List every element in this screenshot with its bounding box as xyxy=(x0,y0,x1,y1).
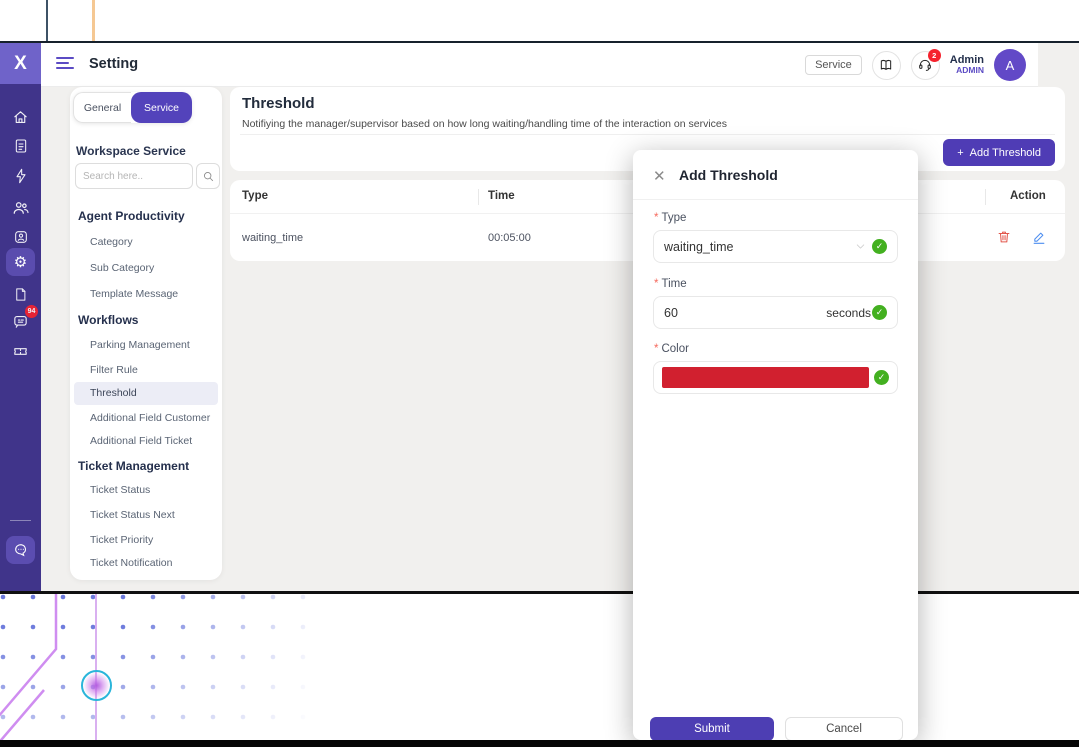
decorative-vertical-line xyxy=(95,594,97,740)
file-icon[interactable] xyxy=(0,282,41,306)
search-icon xyxy=(203,171,213,181)
close-icon[interactable]: ✕ xyxy=(653,168,666,185)
chat-badge: 94 xyxy=(25,305,38,318)
nav-item-ticket-status-next[interactable]: Ticket Status Next xyxy=(90,509,175,521)
knowledge-book-icon[interactable] xyxy=(871,50,901,80)
bottom-black-rule xyxy=(0,740,1079,747)
nav-item-threshold-highlight xyxy=(74,382,218,405)
nav-item-filter-rule[interactable]: Filter Rule xyxy=(90,364,138,376)
valid-check-icon: ✓ xyxy=(872,239,887,254)
nav-item-ticket-notification[interactable]: Ticket Notification xyxy=(90,557,173,569)
decorative-line-orange xyxy=(92,0,95,41)
content-title: Threshold xyxy=(242,95,315,112)
column-action: Action xyxy=(1010,190,1046,202)
brand-logo-icon[interactable]: X xyxy=(0,43,41,84)
nav-item-additional-field-customer[interactable]: Additional Field Customer xyxy=(90,412,211,424)
modal-title: Add Threshold xyxy=(679,167,778,183)
user-role: ADMIN xyxy=(956,65,984,76)
tab-general[interactable]: General xyxy=(73,92,131,123)
type-select-value: waiting_time xyxy=(664,239,734,254)
decorative-cyan-circle xyxy=(81,670,112,701)
header-divider xyxy=(240,134,1055,135)
settings-nav-panel: General Service Workspace Service Agent … xyxy=(70,87,222,580)
nav-item-threshold[interactable]: Threshold xyxy=(90,387,137,399)
topbar: Setting Service 2 Admin ADMIN A xyxy=(41,43,1038,87)
required-asterisk: * xyxy=(654,278,659,290)
search-input[interactable] xyxy=(75,163,193,189)
color-picker-field[interactable]: ✓ xyxy=(653,361,898,394)
ticket-icon[interactable] xyxy=(0,339,41,363)
gear-icon: ⚙ xyxy=(13,254,28,271)
plus-icon: + xyxy=(957,146,964,159)
contact-card-icon[interactable] xyxy=(0,225,41,249)
settings-gear-icon-active[interactable]: ⚙ xyxy=(6,248,35,276)
color-field-label: * Color xyxy=(654,343,689,355)
rail-divider xyxy=(10,520,31,521)
tab-service[interactable]: Service xyxy=(131,92,192,123)
nav-item-ticket-status[interactable]: Ticket Status xyxy=(90,484,151,496)
users-icon[interactable] xyxy=(0,196,41,220)
nav-item-additional-field-ticket[interactable]: Additional Field Ticket xyxy=(90,435,193,447)
nav-item-parking-management[interactable]: Parking Management xyxy=(90,339,190,351)
nav-section-ticket-management: Ticket Management xyxy=(78,459,190,473)
user-name-block: Admin ADMIN xyxy=(950,54,984,75)
nav-item-ticket-priority[interactable]: Ticket Priority xyxy=(90,534,154,546)
edit-icon[interactable] xyxy=(1030,228,1048,246)
report-document-icon[interactable] xyxy=(0,134,41,158)
general-service-toggle: General Service xyxy=(73,92,192,123)
decorative-purple-lines xyxy=(0,594,58,740)
time-field-label: * Time xyxy=(654,278,687,290)
search-button[interactable] xyxy=(196,163,220,189)
chevron-down-icon xyxy=(854,240,867,253)
required-asterisk: * xyxy=(654,212,659,224)
time-input[interactable] xyxy=(664,305,814,320)
page-title: Setting xyxy=(89,56,139,72)
home-icon[interactable] xyxy=(0,105,41,129)
cancel-button[interactable]: Cancel xyxy=(784,717,903,741)
type-select[interactable]: waiting_time ✓ xyxy=(653,230,898,263)
service-chip-button[interactable]: Service xyxy=(805,55,862,75)
nav-item-template-message[interactable]: Template Message xyxy=(90,288,179,300)
modal-divider xyxy=(633,199,918,200)
valid-check-icon: ✓ xyxy=(872,305,887,320)
valid-check-icon: ✓ xyxy=(874,370,889,385)
cell-type: waiting_time xyxy=(242,232,304,244)
column-separator xyxy=(478,189,479,205)
nav-item-category[interactable]: Category xyxy=(90,236,133,248)
decorative-line-navy xyxy=(46,0,48,41)
sidebar-icon-rail: ⚙ 94 xyxy=(0,84,41,591)
chat-message-icon[interactable]: 94 xyxy=(0,305,41,333)
column-time: Time xyxy=(488,190,515,202)
time-unit-suffix: seconds xyxy=(826,305,871,320)
add-threshold-button-label: Add Threshold xyxy=(969,146,1041,159)
column-type: Type xyxy=(242,190,268,202)
support-chat-bubble-icon[interactable] xyxy=(6,536,35,564)
avatar[interactable]: A xyxy=(994,49,1026,81)
nav-section-agent-productivity: Agent Productivity xyxy=(78,209,185,223)
nav-item-sub-category[interactable]: Sub Category xyxy=(90,262,155,274)
support-headset-icon[interactable]: 2 xyxy=(910,48,941,80)
add-threshold-modal: ✕ Add Threshold * Type waiting_time ✓ * Ti… xyxy=(633,150,918,741)
notification-badge: 2 xyxy=(927,48,941,62)
content-description: Notifiying the manager/supervisor based … xyxy=(242,118,728,130)
column-separator xyxy=(985,189,986,205)
delete-icon[interactable] xyxy=(995,228,1013,246)
submit-button[interactable]: Submit xyxy=(650,717,774,741)
lightning-bolt-icon[interactable] xyxy=(0,164,41,188)
add-threshold-button[interactable]: + Add Threshold xyxy=(943,139,1055,166)
cell-time: 00:05:00 xyxy=(488,232,531,244)
panel-title: Workspace Service xyxy=(76,144,186,158)
nav-section-workflows: Workflows xyxy=(78,313,139,327)
time-field: seconds ✓ xyxy=(653,296,898,329)
color-swatch[interactable] xyxy=(662,367,869,388)
required-asterisk: * xyxy=(654,343,659,355)
hamburger-menu-icon[interactable] xyxy=(56,57,74,72)
user-name: Admin xyxy=(949,54,984,67)
type-field-label: * Type xyxy=(654,212,687,224)
